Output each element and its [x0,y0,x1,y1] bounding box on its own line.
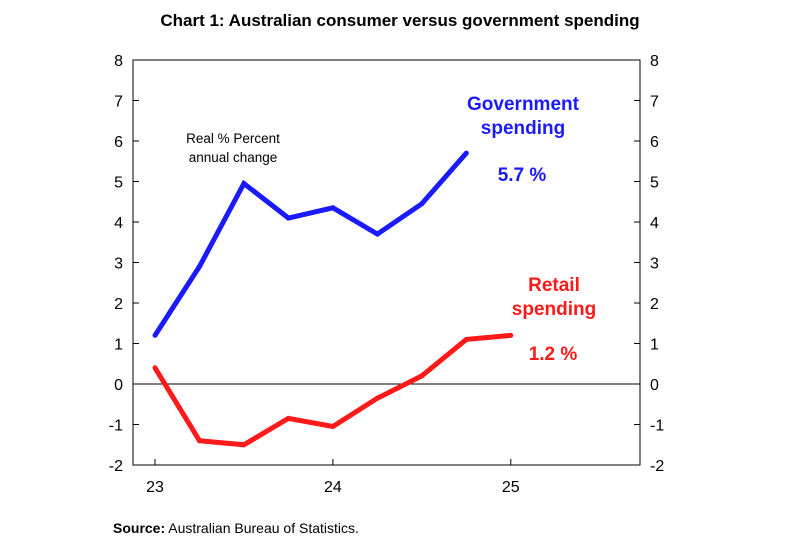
y-tick-label-left: 0 [114,377,123,394]
y-tick-label-right: 2 [650,296,659,313]
government-data-point [152,332,158,338]
government-data-point [241,181,247,187]
y-tick-label-left: -2 [109,458,123,475]
y-tick-label-right: 0 [650,377,659,394]
y-tick-label-right: -1 [650,418,664,435]
y-tick-label-left: 5 [114,175,123,192]
source-note: Source: Australian Bureau of Statistics. [113,520,359,536]
source-label: Source: [113,520,166,536]
y-tick-label-right: 7 [650,94,659,111]
y-tick-label-left: -1 [109,418,123,435]
y-tick-label-right: 1 [650,337,659,354]
y-tick-label-right: 6 [650,134,659,151]
retail-data-point [152,365,158,371]
government-data-point [330,205,336,211]
government-data-point [285,215,291,221]
axis-ticks: 8 8 7 7 6 6 5 5 4 4 3 3 2 2 1 1 0 0 -1 -1 -2 -2 23 24 25 [109,53,665,496]
retail-data-point [196,438,202,444]
government-data-point [419,201,425,207]
y-tick-label-right: 3 [650,256,659,273]
government-end-value-label: 5.7 % [498,165,547,186]
y-tick-label-left: 2 [114,296,123,313]
government-series-label-line-1: Government [467,94,580,115]
retail-data-point [463,336,469,342]
y-unit-note-line-2: annual change [189,150,278,165]
x-tick-label: 23 [146,479,164,496]
y-tick-label-right: 8 [650,53,659,70]
y-tick-label-right: 5 [650,175,659,192]
y-tick-label-left: 8 [114,53,123,70]
y-tick-label-left: 4 [114,215,123,232]
y-tick-label-left: 3 [114,256,123,273]
government-data-point [374,231,380,237]
x-tick-label: 24 [324,479,342,496]
retail-end-value-label: 1.2 % [529,344,578,365]
y-tick-label-right: 4 [650,215,659,232]
series-group [152,150,514,448]
retail-data-point [285,415,291,421]
y-tick-label-left: 6 [114,134,123,151]
retail-data-point [419,373,425,379]
y-tick-label-left: 7 [114,94,123,111]
government-data-point [196,264,202,270]
retail-series-label-line-2: spending [512,299,596,320]
retail-series-label-line-1: Retail [528,275,580,296]
y-tick-label-right: -2 [650,458,664,475]
x-tick-label: 25 [502,479,520,496]
retail-data-point [241,442,247,448]
source-text: Australian Bureau of Statistics. [165,520,359,536]
government-data-point [463,150,469,156]
chart-title: Chart 1: Australian consumer versus gove… [160,11,639,30]
retail-data-point [508,332,514,338]
government-spending-line [152,151,469,337]
retail-data-point [330,424,336,430]
retail-data-point [374,395,380,401]
government-series-label-line-2: spending [481,118,565,139]
y-unit-note-line-1: Real % Percent [186,131,280,146]
y-tick-label-left: 1 [114,337,123,354]
